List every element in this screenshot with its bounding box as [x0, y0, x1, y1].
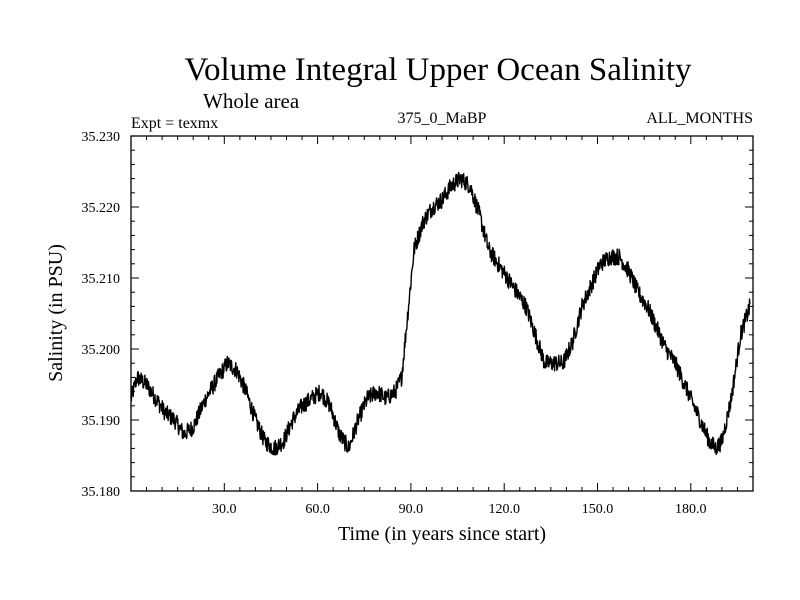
x-tick-label: 60.0 — [305, 502, 330, 517]
experiment-label: Expt = texmx — [131, 115, 218, 132]
y-tick-label: 35.230 — [82, 130, 121, 145]
series-layer — [130, 171, 751, 456]
y-tick-label: 35.190 — [82, 414, 121, 429]
x-tick-label: 120.0 — [488, 502, 520, 517]
x-axis-ticks: 30.0 60.0 90.0 120.0 150.0 180.0 — [146, 136, 738, 517]
x-tick-label: 30.0 — [212, 502, 237, 517]
x-tick-label: 150.0 — [582, 502, 614, 517]
chart-title: Volume Integral Upper Ocean Salinity — [184, 52, 692, 88]
series-line-salinity — [130, 171, 751, 456]
y-axis-ticks: 35.180 35.190 35.200 35.210 35.220 35.230 — [82, 130, 753, 500]
run-label: 375_0_MaBP — [398, 110, 487, 127]
plot-frame — [130, 135, 754, 492]
y-axis-label: Salinity (in PSU) — [45, 244, 67, 382]
y-tick-label: 35.210 — [82, 272, 121, 287]
x-axis-label: Time (in years since start) — [338, 523, 546, 545]
x-tick-label: 90.0 — [399, 502, 424, 517]
chart-subtitle: Whole area — [203, 89, 300, 113]
period-label: ALL_MONTHS — [646, 110, 753, 127]
y-tick-label: 35.220 — [82, 201, 121, 216]
x-tick-label: 180.0 — [675, 502, 707, 517]
y-tick-label: 35.180 — [82, 485, 121, 500]
y-tick-label: 35.200 — [82, 343, 121, 358]
